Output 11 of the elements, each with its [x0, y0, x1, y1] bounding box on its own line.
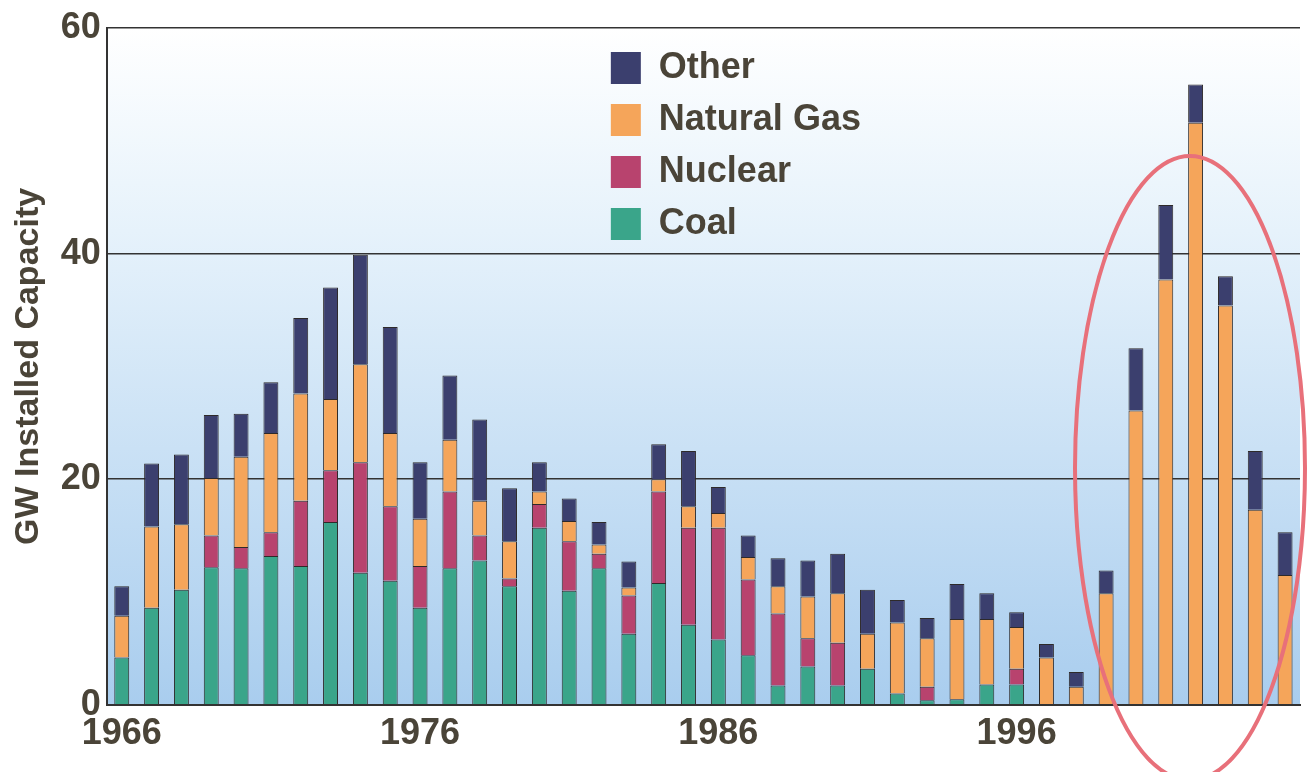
x-tick-label: 1976 — [380, 711, 461, 753]
legend-label: Coal — [658, 200, 737, 242]
x-tick-label: 1986 — [678, 711, 759, 753]
legend-label: Natural Gas — [658, 96, 861, 138]
legend-label: Other — [658, 44, 755, 86]
y-axis-title: GW Installed Capacity — [6, 187, 45, 545]
y-tick-label: 20 — [60, 456, 101, 498]
y-tick-label: 60 — [60, 4, 101, 46]
legend-label: Nuclear — [658, 148, 791, 190]
y-tick-label: 40 — [60, 230, 101, 272]
x-tick-label: 1996 — [976, 711, 1057, 753]
